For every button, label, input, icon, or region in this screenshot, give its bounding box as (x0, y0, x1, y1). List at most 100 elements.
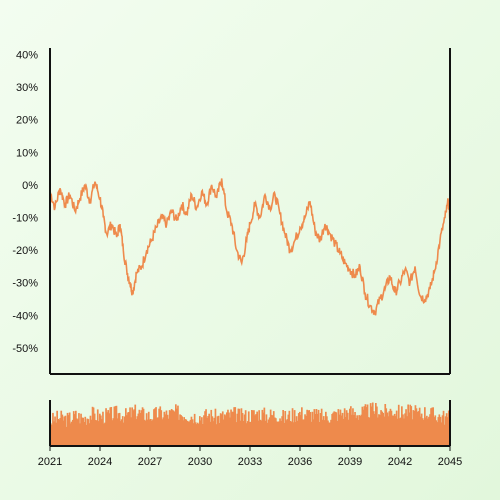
volume-bar (114, 406, 117, 446)
volume-bar (245, 423, 248, 446)
volume-bar (429, 414, 431, 446)
volume-bar (292, 422, 295, 446)
volume-bar (442, 410, 445, 446)
volume-bar (351, 414, 353, 446)
volume-bar (169, 410, 172, 446)
volume-bar (140, 410, 143, 446)
volume-bar (362, 409, 365, 446)
volume-bar (294, 422, 297, 446)
volume-bar (342, 418, 345, 446)
volume-bar (122, 422, 125, 446)
volume-bar (224, 414, 226, 446)
volume-bar (137, 413, 140, 446)
volume-bar (159, 406, 162, 446)
volume-bar (87, 419, 90, 446)
volume-bar (309, 412, 312, 446)
volume-bar (377, 417, 379, 446)
volume-bar (402, 414, 404, 446)
volume-bar (401, 406, 403, 446)
volume-bar (118, 412, 121, 446)
volume-bar (334, 411, 337, 446)
volume-bar (72, 411, 75, 446)
volume-bar (233, 407, 235, 446)
volume-bar (95, 420, 98, 446)
volume-bar (166, 414, 169, 446)
volume-bar (327, 420, 329, 446)
volume-bar (212, 421, 215, 446)
volume-bar (446, 417, 449, 446)
volume-bar (145, 413, 148, 446)
volume-bar (62, 420, 65, 446)
volume-bar (221, 411, 224, 446)
volume-bar (103, 423, 105, 446)
volume-bar (67, 415, 70, 446)
volume-bar (438, 414, 441, 446)
x-tick-label: 2039 (338, 456, 362, 468)
volume-bar (368, 417, 371, 446)
volume-bar (161, 419, 164, 446)
volume-bar (347, 419, 350, 446)
volume-bar (280, 420, 282, 446)
volume-bar (436, 422, 439, 446)
volume-bar (174, 411, 176, 446)
volume-bar (235, 422, 238, 446)
volume-bar (399, 418, 401, 446)
volume-bar (125, 408, 127, 446)
volume-bar (197, 423, 200, 446)
volume-bar (412, 410, 415, 446)
volume-bar (419, 416, 422, 446)
volume-bar (142, 408, 145, 446)
volume-bar (85, 424, 88, 446)
volume-bar (190, 416, 193, 446)
volume-bar (339, 409, 342, 446)
volume-bar (266, 422, 269, 446)
volume-bar (404, 413, 406, 446)
volume-bar (119, 421, 122, 446)
volume-bar (381, 411, 383, 446)
volume-bar (276, 421, 278, 446)
y-tick-label: 40% (16, 50, 38, 62)
volume-bar (410, 406, 413, 446)
volume-bar (269, 409, 272, 446)
volume-bar (71, 419, 74, 446)
volume-bar (366, 404, 369, 446)
volume-bar (326, 416, 328, 446)
price-line-series (49, 178, 451, 316)
volume-bar (102, 411, 104, 446)
volume-bar (134, 404, 137, 446)
volume-bar (128, 412, 130, 446)
volume-bar (264, 420, 267, 446)
volume-bar (295, 416, 298, 446)
volume-bar (217, 415, 220, 446)
volume-bar (86, 418, 89, 446)
volume-bar (365, 407, 368, 446)
volume-bar (172, 410, 175, 446)
volume-bar (254, 415, 256, 446)
x-tick-label: 2045 (438, 456, 462, 468)
volume-bar (202, 424, 204, 446)
volume-bar (188, 421, 191, 446)
volume-bar (154, 408, 156, 446)
volume-bar (105, 408, 107, 446)
volume-bar (211, 416, 214, 446)
volume-bar (345, 410, 348, 446)
volume-bar (93, 413, 96, 446)
volume-bar (193, 413, 196, 446)
volume-bar (367, 417, 370, 446)
volume-bar (171, 410, 174, 446)
volume-bar (333, 411, 335, 446)
volume-bar (99, 413, 101, 446)
volume-bar (203, 415, 205, 446)
volume-bar (372, 411, 375, 446)
volume-bar (175, 404, 177, 446)
volume-bar (337, 409, 340, 446)
volume-bar (57, 419, 59, 446)
volume-bar (313, 409, 316, 446)
volume-bar (437, 417, 440, 446)
volume-bar (350, 406, 352, 446)
volume-bar (441, 415, 444, 446)
volume-bar (336, 421, 339, 446)
volume-bar (432, 407, 434, 446)
volume-bar (299, 411, 301, 446)
volume-bar (302, 419, 304, 446)
